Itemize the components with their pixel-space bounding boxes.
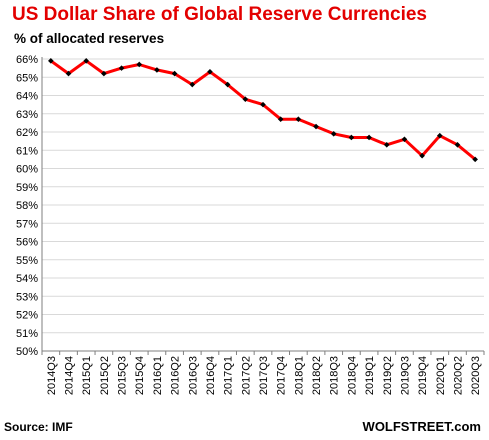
- y-tick-label: 56%: [16, 237, 38, 249]
- x-tick-label: 2020Q2: [452, 356, 464, 395]
- data-point: [224, 81, 231, 88]
- y-tick-label: 64%: [16, 91, 38, 103]
- y-tick-label: 62%: [16, 127, 38, 139]
- data-point: [260, 101, 266, 108]
- data-point: [118, 65, 125, 71]
- y-tick-label: 65%: [16, 72, 38, 84]
- data-point: [437, 132, 443, 139]
- data-point: [472, 156, 478, 163]
- chart-subtitle: % of allocated reserves: [14, 31, 165, 46]
- data-point: [330, 131, 337, 137]
- data-point: [154, 67, 160, 73]
- y-tick-label: 51%: [16, 328, 38, 340]
- y-tick-label: 50%: [16, 346, 38, 358]
- y-tick-label: 59%: [16, 182, 38, 194]
- x-tick-labels: 2014Q3 2014Q4 2015Q1 2015Q2 2015Q3 2015Q4 2016…: [46, 356, 482, 395]
- x-tick-label: 2015Q2: [99, 356, 111, 395]
- data-point: [401, 136, 408, 143]
- data-point: [65, 70, 72, 77]
- x-tick-label: 2019Q2: [382, 356, 394, 395]
- data-point: [277, 116, 284, 123]
- data-point: [366, 134, 372, 141]
- x-tick-label: 2018Q3: [329, 356, 341, 395]
- y-tick-label: 63%: [16, 109, 38, 121]
- x-tick-label: 2015Q3: [117, 356, 129, 395]
- chart-title: US Dollar Share of Global Reserve Curren…: [12, 4, 427, 25]
- x-tick-label: 2017Q4: [276, 356, 288, 395]
- data-point: [295, 116, 302, 123]
- data-point: [419, 152, 425, 159]
- x-tick-label: 2014Q3: [46, 356, 58, 395]
- x-tick-label: 2020Q3: [470, 356, 482, 395]
- data-point: [383, 141, 390, 148]
- series-line: [49, 59, 477, 161]
- data-point: [189, 81, 196, 88]
- x-tick-label: 2018Q1: [293, 356, 305, 395]
- data-point: [48, 58, 54, 64]
- x-tick-label: 2016Q1: [152, 356, 164, 395]
- x-tick-label: 2019Q4: [417, 356, 429, 395]
- x-tick-label: 2018Q2: [311, 356, 323, 395]
- data-point: [136, 61, 143, 68]
- x-tick-label: 2017Q1: [223, 356, 235, 395]
- y-tick-label: 66%: [16, 54, 38, 66]
- y-tick-label: 54%: [16, 273, 38, 285]
- x-tick-label: 2017Q2: [240, 356, 252, 395]
- x-tick-label: 2016Q2: [170, 356, 182, 395]
- x-tick-label: 2015Q1: [81, 356, 93, 395]
- y-tick-label: 52%: [16, 310, 38, 322]
- x-tick-label: 2020Q1: [435, 356, 447, 395]
- data-series: [48, 58, 478, 163]
- y-tick-label: 61%: [16, 145, 38, 157]
- x-tick-label: 2018Q4: [346, 356, 358, 395]
- y-tick-label: 58%: [16, 200, 38, 212]
- x-tick-label: 2017Q3: [258, 356, 270, 395]
- data-point: [242, 96, 249, 102]
- y-tick-label: 53%: [16, 291, 38, 303]
- data-point: [171, 70, 178, 77]
- axes: [41, 57, 485, 355]
- data-point: [207, 68, 213, 75]
- data-point: [454, 141, 461, 148]
- y-tick-label: 57%: [16, 218, 38, 230]
- x-tick-label: 2016Q4: [205, 356, 217, 395]
- data-point: [101, 70, 107, 77]
- x-tick-label: 2014Q4: [64, 356, 76, 395]
- x-tick-label: 2019Q1: [364, 356, 376, 395]
- data-point: [348, 134, 355, 141]
- gridlines: [42, 58, 484, 334]
- data-point: [83, 58, 89, 64]
- y-tick-labels: 50% 51% 52% 53% 54% 55% 56% 57% 58% 59% 60% 61% 62% 6…: [16, 54, 38, 358]
- brand-label: WOLFSTREET.com: [362, 419, 481, 434]
- data-point: [313, 123, 319, 130]
- source-note: Source: IMF: [4, 420, 73, 434]
- y-tick-label: 55%: [16, 255, 38, 267]
- y-tick-label: 60%: [16, 164, 38, 176]
- x-tick-label: 2015Q4: [134, 356, 146, 395]
- x-tick-label: 2019Q3: [399, 356, 411, 395]
- x-tick-label: 2016Q3: [187, 356, 199, 395]
